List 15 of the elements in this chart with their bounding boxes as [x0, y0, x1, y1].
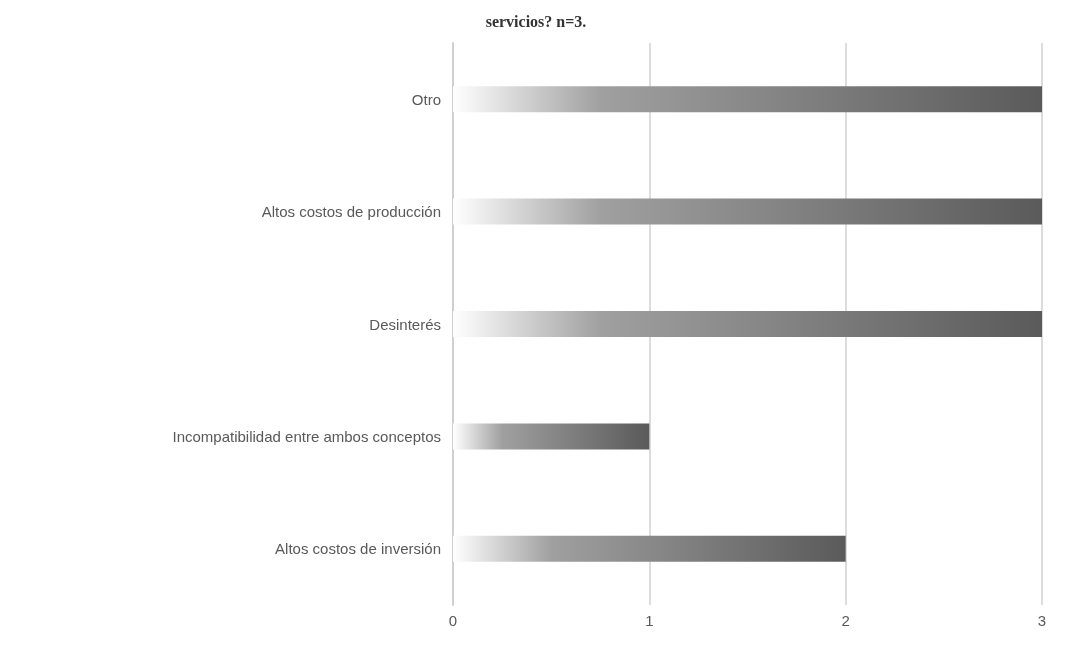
x-tick-label: 2: [841, 612, 850, 629]
y-tick-label: Otro: [411, 90, 441, 108]
x-tick-label: 3: [1037, 612, 1047, 629]
y-tick-label: Altos costos de inversión: [275, 540, 441, 558]
x-tick-label: 1: [645, 612, 654, 629]
bar: [453, 198, 1042, 225]
bar: [453, 311, 1042, 337]
bar: [453, 86, 1042, 113]
y-tick-label: Desinterés: [369, 315, 441, 333]
chart-title: servicios? n=3.: [485, 12, 587, 30]
y-tick-label: Altos costos de producción: [261, 203, 441, 221]
x-tick-label: 0: [448, 612, 458, 629]
bar: [453, 535, 846, 562]
y-tick-label: Incompatibilidad entre ambos conceptos: [172, 427, 441, 445]
bar: [453, 423, 650, 450]
